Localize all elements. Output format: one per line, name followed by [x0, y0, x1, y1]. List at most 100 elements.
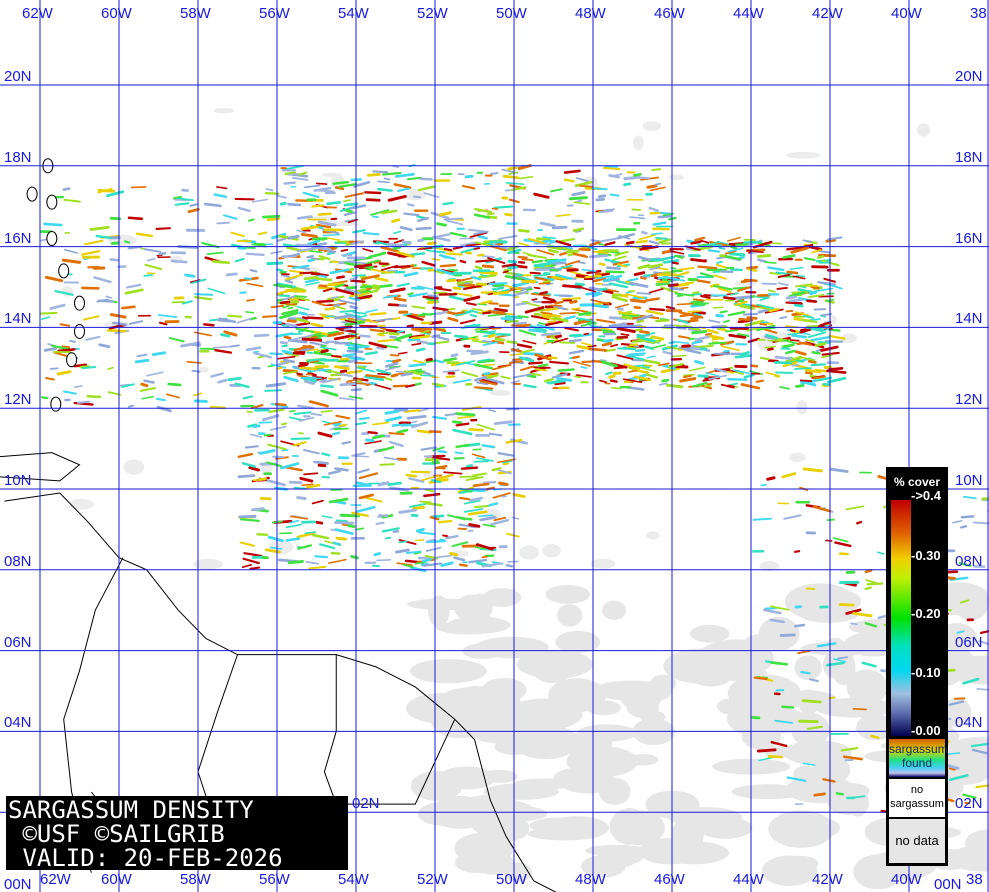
sargassum-streak	[598, 243, 606, 246]
sargassum-streak	[463, 508, 484, 513]
sargassum-streak	[331, 431, 340, 436]
latitude-label: 08N	[955, 552, 983, 570]
sargassum-streak	[383, 456, 399, 461]
sargassum-streak	[767, 339, 783, 342]
sargassum-streak	[333, 422, 342, 427]
sargassum-streak	[256, 533, 269, 537]
sargassum-streak	[790, 339, 800, 342]
sargassum-streak	[616, 233, 635, 240]
sargassum-streak	[246, 282, 264, 288]
sargassum-streak	[700, 239, 710, 244]
sargassum-streak	[827, 376, 847, 384]
sargassum-streak	[802, 239, 812, 243]
sargassum-streak	[547, 248, 559, 254]
sargassum-streak	[357, 367, 376, 373]
sargassum-streak	[574, 180, 593, 188]
legend-tick: -0.00	[911, 723, 941, 738]
sargassum-streak	[408, 312, 426, 318]
sargassum-streak	[279, 201, 287, 206]
sargassum-streak	[77, 400, 91, 404]
sargassum-streak	[363, 319, 379, 324]
sargassum-streak	[317, 220, 337, 227]
island	[46, 194, 58, 210]
no-data-patch	[213, 107, 235, 114]
sargassum-streak	[338, 182, 358, 188]
sargassum-streak	[599, 209, 614, 214]
sargassum-streak	[660, 367, 680, 374]
sargassum-streak	[810, 285, 820, 290]
sargassum-streak	[958, 562, 972, 567]
sargassum-streak	[282, 370, 298, 375]
sargassum-streak	[143, 248, 162, 253]
sargassum-streak	[667, 289, 678, 294]
sargassum-streak	[295, 322, 311, 327]
no-data-patch	[519, 545, 540, 560]
sargassum-streak	[144, 263, 162, 271]
sargassum-streak	[423, 192, 440, 199]
sargassum-streak	[600, 360, 618, 368]
sargassum-streak	[352, 311, 367, 315]
sargassum-streak	[729, 326, 750, 331]
sargassum-streak	[352, 452, 366, 457]
sargassum-streak	[789, 329, 796, 333]
sargassum-streak	[97, 187, 113, 194]
sargassum-streak	[341, 440, 352, 445]
sargassum-streak	[621, 315, 633, 320]
no-data-patch	[785, 151, 821, 159]
longitude-label: 62W	[22, 5, 53, 22]
no-data-patch	[512, 724, 579, 760]
sargassum-streak	[242, 557, 260, 565]
sargassum-streak	[806, 725, 823, 730]
sargassum-streak	[804, 332, 811, 336]
sargassum-streak	[517, 255, 528, 259]
sargassum-streak	[706, 328, 719, 335]
sargassum-streak	[319, 543, 336, 550]
sargassum-streak	[459, 496, 471, 501]
sargassum-streak	[589, 324, 599, 328]
sargassum-streak	[415, 347, 426, 352]
sargassum-streak	[329, 268, 350, 275]
sargassum-streak	[53, 351, 69, 358]
sargassum-streak	[338, 328, 357, 334]
sargassum-streak	[810, 363, 827, 367]
sargassum-streak	[356, 365, 366, 370]
sargassum-streak	[311, 499, 324, 505]
sargassum-streak	[393, 239, 404, 244]
sargassum-streak	[845, 608, 862, 615]
sargassum-streak	[345, 343, 361, 348]
sargassum-streak	[489, 171, 499, 176]
sargassum-streak	[724, 255, 742, 261]
sargassum-streak	[96, 298, 109, 303]
sargassum-streak	[589, 240, 602, 247]
sargassum-streak	[537, 363, 549, 368]
no-data-patch	[846, 669, 888, 706]
sargassum-streak	[359, 334, 371, 338]
sargassum-streak	[631, 339, 644, 343]
sargassum-streak	[644, 359, 661, 365]
sargassum-streak	[605, 270, 625, 274]
sargassum-streak	[500, 317, 516, 322]
sargassum-streak	[599, 237, 619, 243]
sargassum-streak	[140, 382, 149, 388]
sargassum-streak	[482, 523, 496, 528]
sargassum-streak	[515, 323, 532, 328]
sargassum-streak	[265, 478, 286, 487]
longitude-label: 56W	[259, 5, 290, 22]
no-data-patch	[532, 653, 573, 684]
sargassum-streak	[360, 285, 373, 289]
sargassum-streak	[391, 218, 401, 223]
legend-header: % cover	[893, 475, 941, 489]
sargassum-streak	[608, 374, 616, 379]
sargassum-streak	[376, 240, 390, 246]
sargassum-streak	[533, 366, 551, 369]
sargassum-density-layer	[39, 164, 989, 815]
longitude-label: 52W	[417, 871, 448, 888]
sargassum-streak	[172, 195, 182, 200]
sargassum-streak	[508, 171, 519, 175]
sargassum-streak	[190, 278, 207, 285]
sargassum-streak	[360, 290, 371, 294]
sargassum-streak	[352, 229, 366, 234]
sargassum-streak	[478, 514, 494, 518]
sargassum-streak	[660, 286, 673, 292]
